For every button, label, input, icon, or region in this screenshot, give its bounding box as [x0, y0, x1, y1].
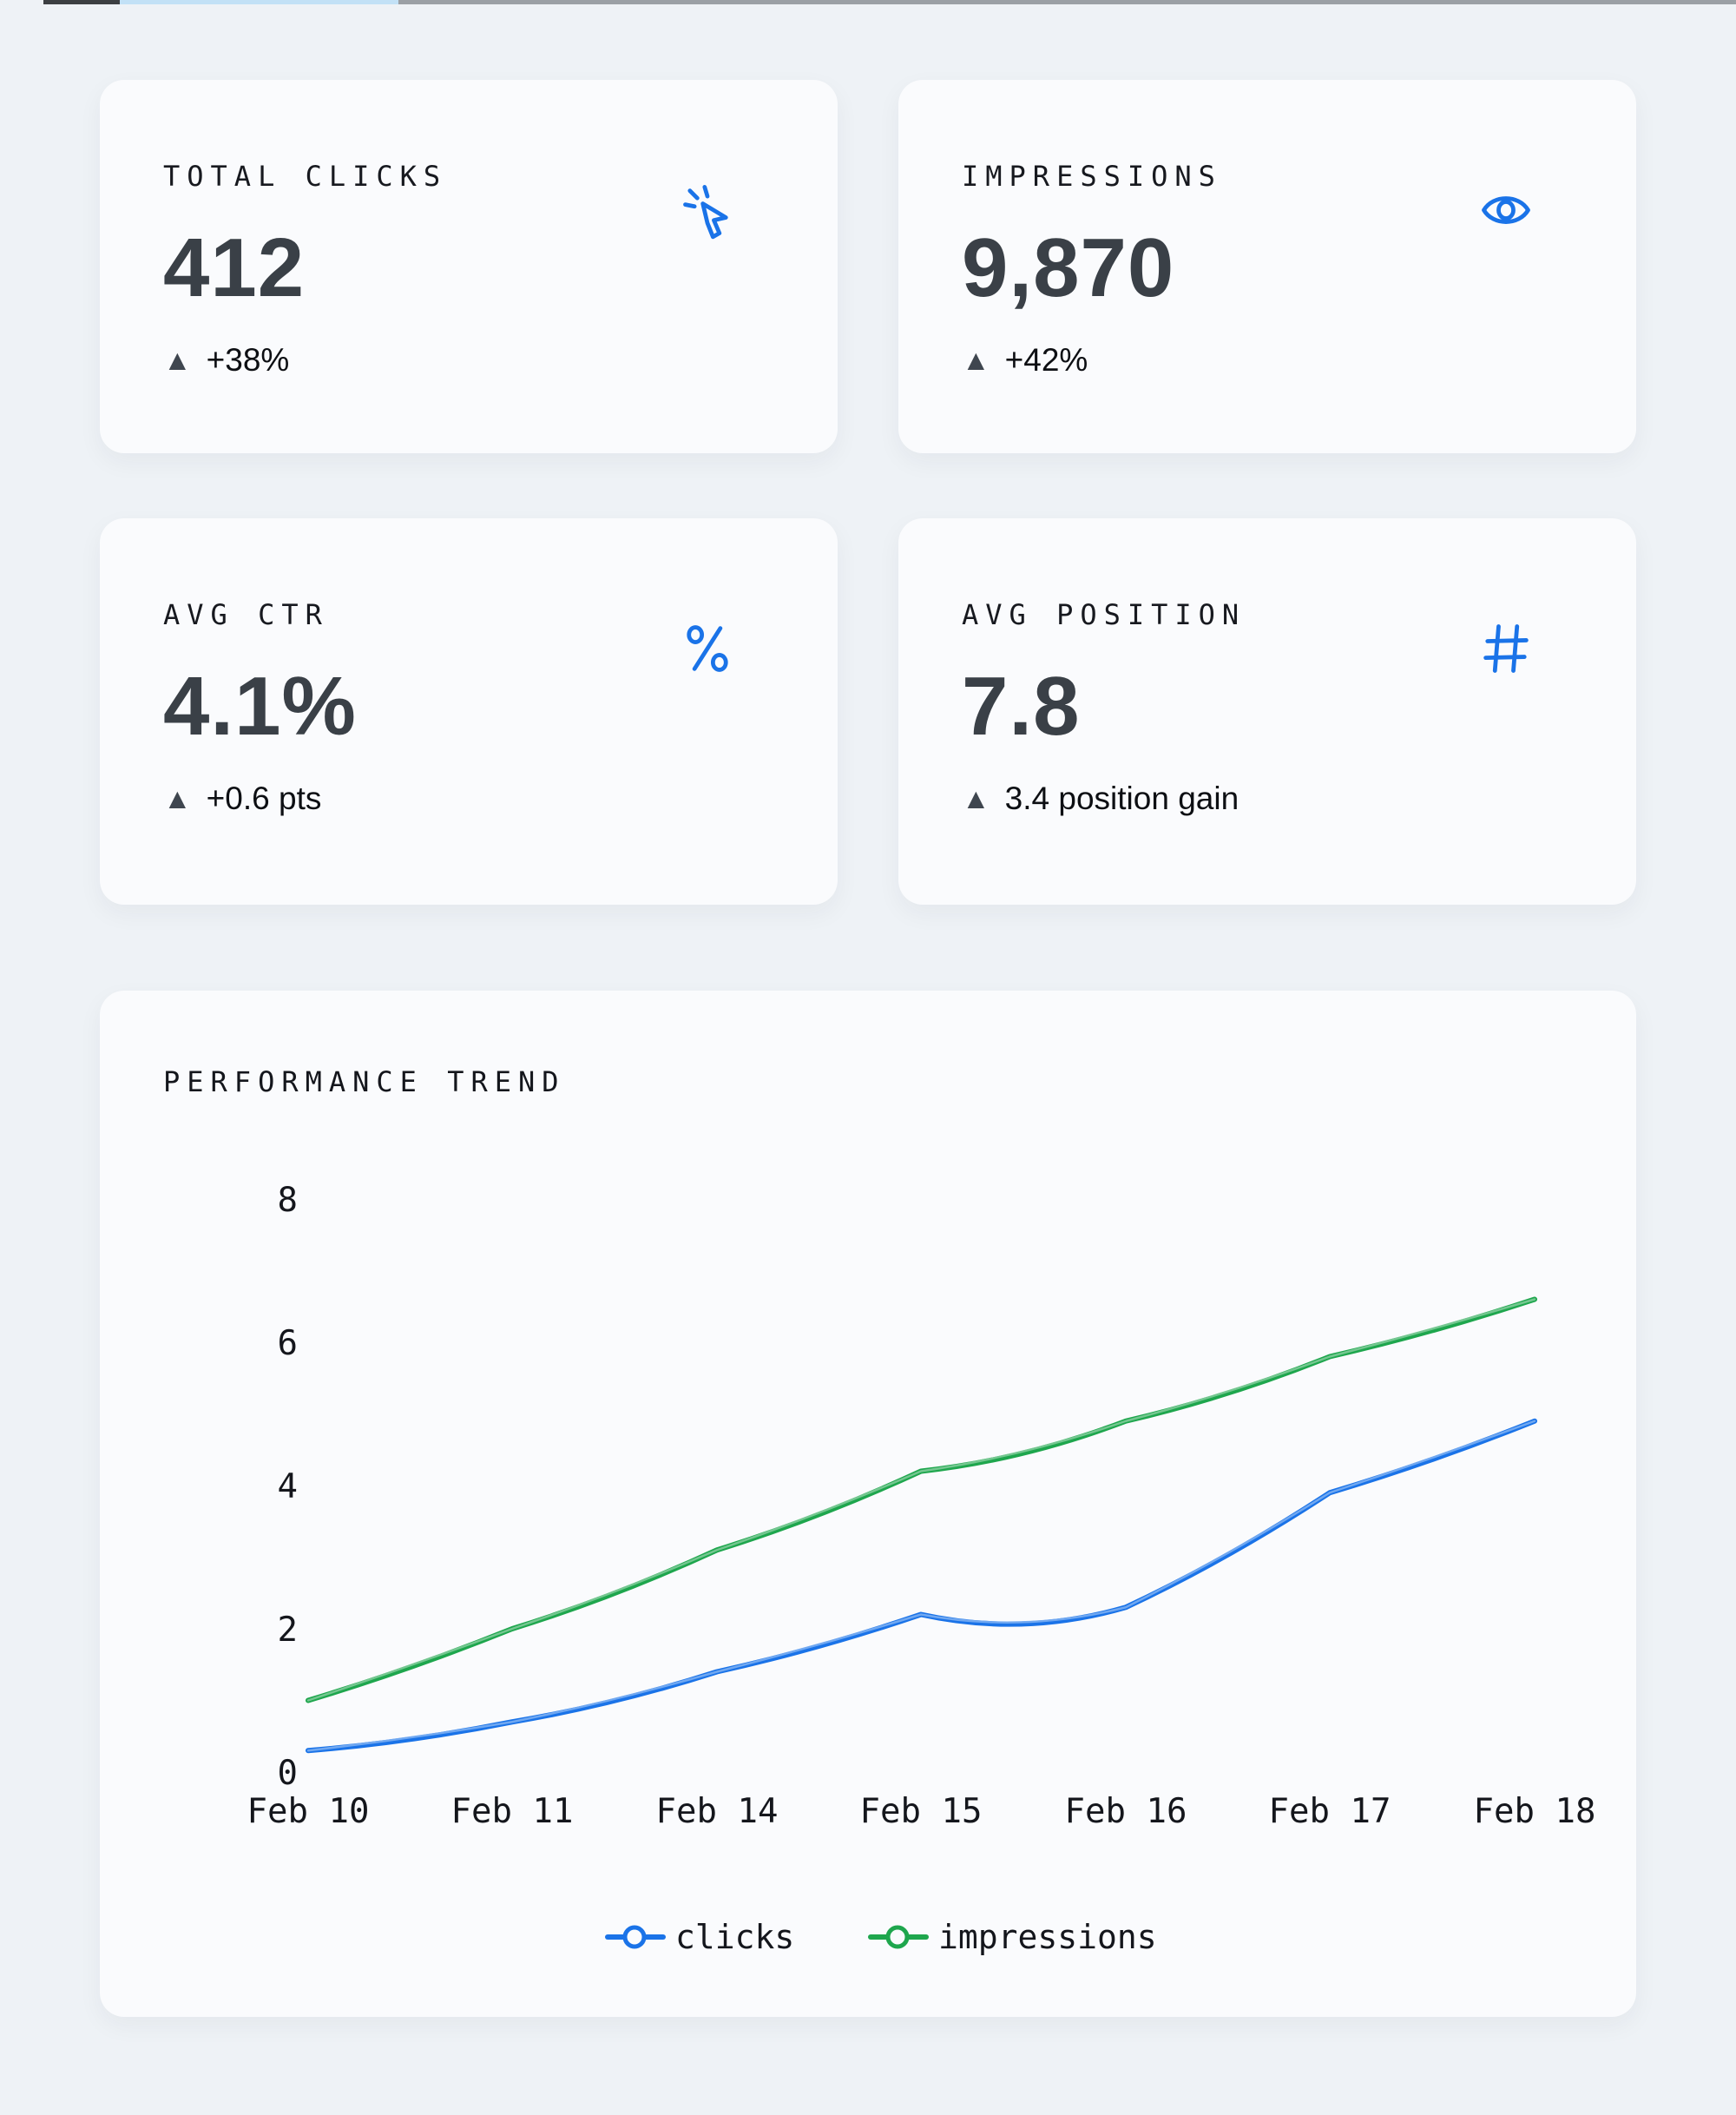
stat-card-value: 4.1%: [163, 660, 357, 753]
percent-icon: [678, 619, 737, 678]
delta-up-icon: ▲: [962, 344, 990, 376]
x-axis-tick-label: Feb 17: [1269, 1792, 1391, 1831]
delta-up-icon: ▲: [962, 782, 990, 814]
legend-item-clicks[interactable]: clicks: [605, 1918, 794, 1956]
stat-card-delta: ▲ +38%: [163, 342, 777, 379]
stat-card-value: 7.8: [962, 660, 1081, 753]
legend-circle-marker: [622, 1925, 647, 1949]
stat-card-value: 9,870: [962, 221, 1175, 314]
chart-title: PERFORMANCE TREND: [163, 1065, 566, 1098]
delta-text: +0.6 pts: [206, 781, 322, 816]
y-axis-tick-label: 0: [278, 1754, 298, 1793]
trend-line-chart: 0 2 4 6 8 Feb 10 Feb 11 Feb 14 Feb 15 Feb 16 Feb 1…: [247, 1181, 1596, 1956]
delta-text: +42%: [1004, 342, 1088, 378]
window-top-edge: [0, 0, 1736, 4]
stat-card-total-clicks: TOTAL CLICKS 412 ▲ +38%: [100, 80, 838, 453]
legend-label: clicks: [675, 1918, 794, 1956]
delta-up-icon: ▲: [163, 782, 192, 814]
stat-card-delta: ▲ +42%: [962, 342, 1575, 379]
impressions-line: [306, 1296, 1537, 1703]
x-axis-tick-label: Feb 18: [1474, 1792, 1596, 1831]
top-edge-segment-dark: [43, 0, 120, 4]
legend-label: impressions: [938, 1918, 1157, 1956]
top-edge-segment-blue: [120, 0, 398, 4]
x-axis-tick-label: Feb 16: [1065, 1792, 1187, 1831]
x-axis-tick-label: Feb 15: [860, 1792, 983, 1831]
stat-card-delta: ▲ 3.4 position gain: [962, 781, 1575, 817]
x-axis-tick-label: Feb 11: [451, 1792, 574, 1831]
top-edge-segment-gray: [398, 0, 1736, 4]
stat-card-title: IMPRESSIONS: [962, 160, 1222, 193]
x-axis-tick-label: Feb 14: [656, 1792, 779, 1831]
x-axis-tick-label: Feb 10: [247, 1792, 370, 1831]
eye-icon: [1476, 181, 1535, 240]
y-axis-tick-label: 2: [278, 1611, 298, 1650]
legend-circle-marker: [885, 1925, 910, 1949]
cursor-click-icon: [678, 181, 737, 240]
stat-card-title: AVG POSITION: [962, 598, 1246, 631]
top-edge-segment: [0, 0, 43, 4]
stat-card-avg-ctr: AVG CTR 4.1% ▲ +0.6 pts: [100, 518, 838, 905]
performance-trend-card: PERFORMANCE TREND 0 2 4 6 8 Feb 10 Feb 11 Feb 1…: [100, 991, 1636, 2017]
stat-cards-grid: TOTAL CLICKS 412 ▲ +38% IMPRESSIONS 9,87…: [100, 80, 1636, 905]
legend-item-impressions[interactable]: impressions: [868, 1918, 1157, 1956]
y-axis-tick-label: 6: [278, 1324, 298, 1363]
clicks-line-sketch-overlay: [306, 1420, 1536, 1752]
y-axis-tick-label: 8: [278, 1181, 298, 1220]
delta-text: 3.4 position gain: [1004, 781, 1240, 816]
stat-card-impressions: IMPRESSIONS 9,870 ▲ +42%: [898, 80, 1636, 453]
hash-icon: [1476, 619, 1535, 678]
delta-up-icon: ▲: [163, 344, 192, 376]
y-axis-tick-label: 4: [278, 1467, 298, 1506]
impressions-line-sketch-overlay: [306, 1298, 1536, 1702]
stat-card-value: 412: [163, 221, 306, 314]
stat-card-delta: ▲ +0.6 pts: [163, 781, 777, 817]
stat-card-title: TOTAL CLICKS: [163, 160, 448, 193]
delta-text: +38%: [206, 342, 290, 378]
stat-card-avg-position: AVG POSITION 7.8 ▲ 3.4 position gain: [898, 518, 1636, 905]
stat-card-title: AVG CTR: [163, 598, 329, 631]
